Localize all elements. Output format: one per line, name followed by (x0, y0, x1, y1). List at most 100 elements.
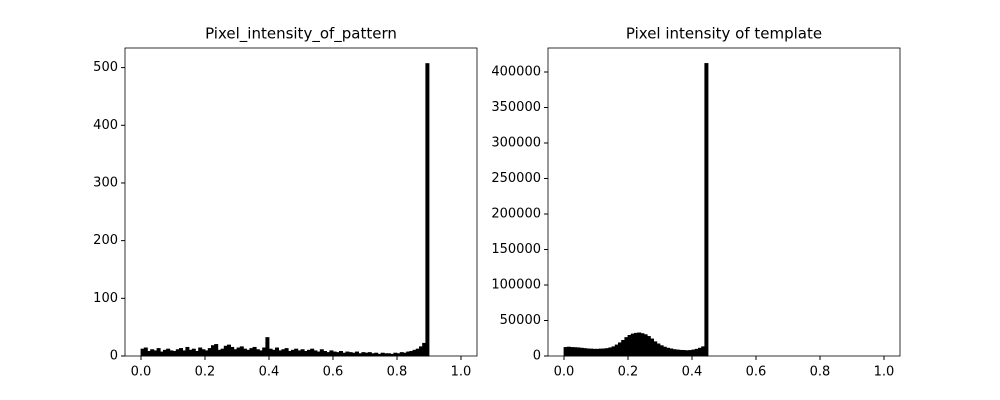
histogram-bar (364, 352, 369, 357)
histogram-bar (586, 348, 591, 357)
histogram-bar (682, 350, 687, 357)
histogram-bar (178, 348, 183, 357)
y-tick-label: 0 (110, 349, 118, 364)
histogram-bar (166, 348, 171, 357)
histogram-bar (220, 348, 225, 357)
histogram-bar (570, 347, 575, 357)
x-tick-label: 0.2 (195, 365, 216, 380)
histogram-bar (380, 352, 385, 357)
histogram-bar (704, 63, 709, 357)
histogram-bar (634, 332, 639, 357)
histogram-bar (672, 349, 677, 357)
x-tick-label: 0.6 (323, 365, 344, 380)
histogram-bar (335, 352, 340, 357)
y-tick-label: 500 (93, 60, 118, 75)
x-tick-label: 0.4 (682, 365, 703, 380)
histogram-bar (348, 352, 353, 357)
histogram-bar (576, 347, 581, 357)
histogram-bar (143, 347, 148, 357)
histogram-bar (691, 349, 696, 357)
histogram-bar (287, 350, 292, 357)
histogram-bar (694, 348, 699, 357)
histogram-bar (614, 344, 619, 357)
histogram-bar (698, 347, 703, 357)
y-tick-label: 300 (93, 175, 118, 190)
histogram-bar (666, 347, 671, 357)
histogram-bar (313, 350, 318, 357)
histogram-bar (274, 347, 279, 357)
histogram-bar (290, 349, 295, 357)
histogram-bar (153, 350, 158, 357)
histogram-bar (611, 346, 616, 357)
x-tick-label: 0.4 (259, 365, 280, 380)
histogram-bar (351, 352, 356, 357)
histogram-bar (303, 350, 308, 357)
histogram-bar (252, 346, 257, 357)
axes-background (548, 48, 900, 356)
histogram-bar (399, 352, 404, 357)
histogram-bar (669, 348, 674, 357)
histogram-bar (643, 334, 648, 357)
histogram-bar (210, 345, 215, 357)
histogram-bar (185, 346, 190, 357)
histogram-bar (146, 350, 151, 357)
histogram-bar (191, 348, 196, 357)
histogram-bar (332, 351, 337, 357)
histogram-bar (412, 349, 417, 357)
x-tick-label: 0.2 (618, 365, 639, 380)
histogram-bar (150, 349, 155, 357)
histogram-bar (294, 348, 299, 357)
histogram-bar (204, 350, 209, 357)
histogram-bar (284, 348, 289, 357)
histogram-bar (310, 348, 315, 357)
histogram-bar (422, 342, 427, 357)
histogram-bar (624, 337, 629, 357)
histogram-bar (329, 350, 334, 357)
histogram-bar (326, 352, 331, 357)
histogram-bar (262, 347, 267, 357)
histogram-bar (367, 352, 372, 357)
y-tick-label: 200000 (491, 206, 541, 221)
histogram-bar (579, 347, 584, 357)
y-tick-label: 400000 (491, 64, 541, 79)
y-tick-label: 300000 (491, 135, 541, 150)
histogram-bar (140, 348, 145, 357)
histogram-bar (621, 339, 626, 357)
histogram-bar (236, 347, 241, 357)
histogram-bar (393, 352, 398, 357)
histogram-bar (265, 337, 270, 357)
histogram-bar (338, 350, 343, 357)
x-tick-label: 0.0 (554, 365, 575, 380)
histogram-bar (207, 348, 212, 357)
histogram-bar (249, 348, 254, 357)
histogram-bar (217, 349, 222, 357)
histogram-bar (425, 63, 430, 357)
y-tick-label: 50000 (500, 313, 541, 328)
histogram-bar (306, 349, 311, 357)
histogram-bar (188, 349, 193, 357)
histogram-bar (172, 350, 177, 357)
histogram-bar (162, 349, 167, 357)
histogram-bar (175, 349, 180, 357)
histogram-bar (214, 344, 219, 357)
chart-title: Pixel intensity of template (626, 25, 822, 43)
histogram-bar (409, 350, 414, 357)
x-tick-label: 0.0 (131, 365, 152, 380)
histogram-bar (675, 349, 680, 357)
histogram-bar (268, 348, 273, 357)
axes-frame (124, 47, 478, 357)
histogram-bar (201, 349, 206, 357)
histogram-bar (630, 333, 635, 357)
histogram-bar (602, 348, 607, 357)
histogram-bar (402, 352, 407, 357)
histogram-bar (226, 344, 231, 357)
histogram-bar (159, 351, 164, 357)
histogram-bar (653, 341, 658, 357)
histogram-bar (297, 350, 302, 357)
histogram-bar (618, 342, 623, 357)
histogram-bar (182, 350, 187, 357)
histogram-bar (592, 348, 597, 357)
y-tick-label: 250000 (491, 171, 541, 186)
y-tick-label: 100000 (491, 277, 541, 292)
